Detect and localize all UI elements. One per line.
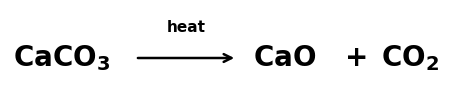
Text: $\mathbf{CO_2}$: $\mathbf{CO_2}$ <box>381 43 439 73</box>
Text: heat: heat <box>167 20 206 36</box>
Text: $\mathbf{+}$: $\mathbf{+}$ <box>344 44 367 72</box>
Text: $\mathbf{CaCO_3}$: $\mathbf{CaCO_3}$ <box>13 43 110 73</box>
Text: $\mathbf{CaO}$: $\mathbf{CaO}$ <box>253 44 316 72</box>
